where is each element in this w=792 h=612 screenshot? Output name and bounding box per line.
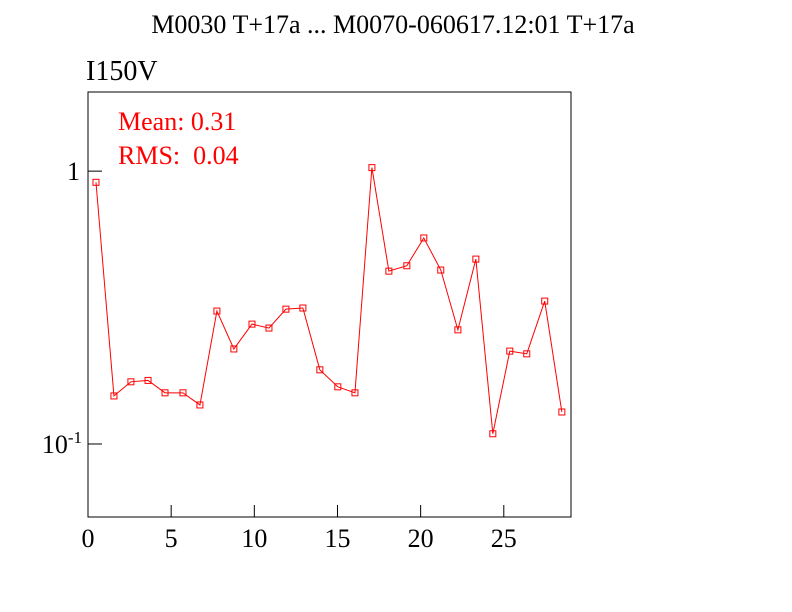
data-point bbox=[368, 164, 376, 172]
data-point bbox=[489, 430, 497, 438]
x-tick-label: 20 bbox=[408, 524, 434, 553]
y-tick-label-base: 10 bbox=[42, 430, 68, 459]
data-point bbox=[248, 320, 256, 328]
data-point bbox=[316, 366, 324, 374]
annotation: Mean: 0.31 bbox=[118, 107, 236, 136]
data-point bbox=[558, 408, 566, 416]
data-point bbox=[179, 389, 187, 397]
data-point bbox=[506, 347, 514, 355]
x-tick-label: 25 bbox=[491, 524, 517, 553]
data-point bbox=[127, 378, 135, 386]
data-point bbox=[385, 267, 393, 275]
data-point bbox=[161, 389, 169, 397]
data-point bbox=[282, 305, 290, 313]
plot-frame bbox=[87, 91, 572, 518]
x-tick-label: 0 bbox=[82, 524, 95, 553]
y-tick-label: 10-1 bbox=[42, 428, 82, 459]
data-point bbox=[472, 255, 480, 263]
data-point bbox=[351, 389, 359, 397]
data-point bbox=[110, 392, 118, 400]
data-point bbox=[403, 262, 411, 270]
series-line bbox=[95, 167, 563, 434]
chart-subtitle: I150V bbox=[86, 56, 158, 87]
x-tick-label: 5 bbox=[165, 524, 178, 553]
annotation: RMS: 0.04 bbox=[118, 141, 239, 170]
data-point bbox=[299, 304, 307, 312]
data-point bbox=[230, 345, 238, 353]
data-point bbox=[437, 266, 445, 274]
data-point bbox=[334, 383, 342, 391]
x-tick-label: 15 bbox=[324, 524, 350, 553]
data-point bbox=[541, 297, 549, 305]
data-point bbox=[420, 234, 428, 242]
y-tick-label-exponent: -1 bbox=[68, 428, 82, 447]
data-point bbox=[196, 401, 204, 409]
data-point bbox=[265, 324, 273, 332]
x-tick-label: 10 bbox=[241, 524, 267, 553]
data-point bbox=[523, 350, 531, 358]
data-point bbox=[92, 178, 100, 186]
data-point bbox=[213, 307, 221, 315]
y-tick-label: 1 bbox=[67, 157, 80, 186]
chart-title: M0030 T+17a ... M0070-060617.12:01 T+17a bbox=[151, 10, 635, 39]
data-point bbox=[144, 376, 152, 384]
data-point bbox=[454, 326, 462, 334]
